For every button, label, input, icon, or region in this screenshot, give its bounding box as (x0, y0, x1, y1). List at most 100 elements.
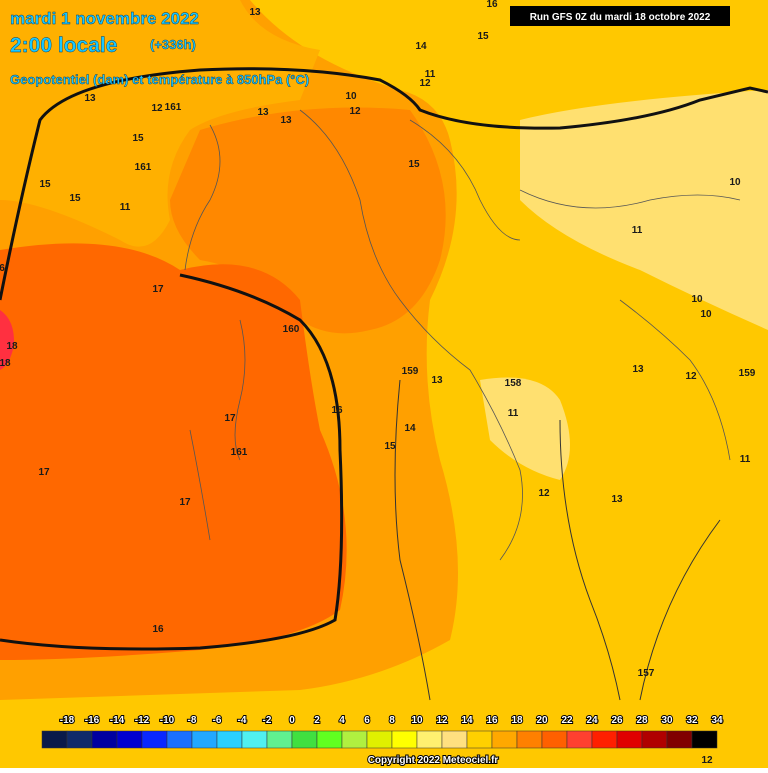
map-label: 14 (415, 41, 427, 52)
map-label: 159 (402, 366, 419, 377)
map-label: 17 (38, 467, 50, 478)
map-label: 13 (84, 93, 96, 104)
colorbar-swatch (491, 730, 518, 749)
colorbar-swatch (141, 730, 168, 749)
map-label: 13 (249, 7, 261, 18)
contour (394, 379, 721, 701)
colorbar-swatch (541, 730, 568, 749)
map-label: 11 (120, 202, 131, 213)
map-label: 10 (700, 309, 712, 320)
map-label: 12 (151, 103, 163, 114)
map-label: 11 (740, 454, 751, 465)
colorbar-label: 32 (686, 715, 698, 726)
colorbar-label: 26 (611, 715, 623, 726)
colorbar-label: 16 (486, 715, 498, 726)
map-label: 13 (632, 364, 644, 375)
colorbar-label: 14 (461, 715, 473, 726)
colorbar-swatch (241, 730, 268, 749)
colorbar-swatch (291, 730, 318, 749)
map-label: 13 (611, 494, 623, 505)
colorbar-swatch (616, 730, 643, 749)
colorbar-label: 10 (411, 715, 423, 726)
map-label: 12 (538, 488, 550, 499)
colorbar-label: -8 (188, 715, 197, 726)
colorbar-label: 12 (436, 715, 448, 726)
colorbar-label: 22 (561, 715, 573, 726)
map-lead: (+336h) (150, 37, 196, 52)
hot-zone (0, 243, 347, 661)
colorbar-label: 18 (511, 715, 523, 726)
colorbar: -18 -16 -14 -12 -10 -8 -6 -4 -2 0 2 4 6 8 10 12 14 16 18 20… (41, 714, 724, 749)
map-label: 15 (408, 159, 420, 170)
cool-zone (520, 90, 768, 330)
colorbar-swatch (341, 730, 368, 749)
colorbar-label: -6 (213, 715, 222, 726)
map-label: 13 (280, 115, 292, 126)
map-label: 11 (508, 408, 519, 419)
map-label: 17 (152, 284, 164, 295)
colorbar-swatch (366, 730, 393, 749)
colorbar-swatch (66, 730, 93, 749)
map-label: 161 (231, 447, 248, 458)
copyright: Copyright 2022 Meteociel.fr (368, 755, 499, 766)
map-label: 15 (384, 441, 396, 452)
colorbar-swatch (591, 730, 618, 749)
map-label: 17 (179, 497, 191, 508)
map-label: 15 (132, 133, 144, 144)
colorbar-label: 2 (314, 715, 320, 726)
map-label: 158 (505, 378, 522, 389)
map-label: 12 (685, 371, 697, 382)
map-label: 12 (701, 755, 713, 766)
map-label: 12 (349, 106, 361, 117)
colorbar-swatch (216, 730, 243, 749)
map-label: 16 (331, 405, 343, 416)
map-time: 2:00 locale (10, 34, 117, 57)
map-label: 18 (6, 341, 18, 352)
colorbar-swatch (391, 730, 418, 749)
map-label: 17 (224, 413, 236, 424)
colorbar-label: 24 (586, 715, 598, 726)
colorbar-swatch (466, 730, 493, 749)
colorbar-label: 4 (339, 715, 345, 726)
map-label: 10 (691, 294, 703, 305)
mild-zone (0, 0, 320, 247)
colorbar-label: 34 (711, 715, 723, 726)
map-label: 6 (0, 263, 5, 274)
colorbar-swatch (441, 730, 468, 749)
map-label: 18 (0, 358, 11, 369)
cool-zone (480, 377, 570, 480)
colorbar-swatch (91, 730, 118, 749)
colorbar-label: -4 (238, 715, 247, 726)
map-label: 157 (638, 668, 655, 679)
colorbar-label: 30 (661, 715, 673, 726)
colorbar-swatch (266, 730, 293, 749)
map-label: 15 (477, 31, 489, 42)
colorbar-label: -16 (85, 715, 100, 726)
colorbar-label: -2 (263, 715, 272, 726)
run-info: Run GFS 0Z du mardi 18 octobre 2022 (530, 12, 711, 23)
colorbar-label: 28 (636, 715, 648, 726)
contour (0, 273, 344, 651)
map-label: 13 (431, 375, 443, 386)
colorbar-label: 20 (536, 715, 548, 726)
map-label: 159 (739, 368, 756, 379)
colorbar-label: -10 (160, 715, 175, 726)
map-label: 16 (486, 0, 498, 10)
borders (184, 109, 741, 561)
map-label: 11 (632, 225, 643, 236)
colorbar-swatch (566, 730, 593, 749)
contour (0, 67, 768, 301)
map-subtitle: Geopotentiel (dam) et température à 850h… (10, 72, 309, 87)
colorbar-swatch (666, 730, 693, 749)
map-label: 15 (39, 179, 51, 190)
warm-zone (170, 107, 446, 334)
map-label: 10 (729, 177, 741, 188)
colorbar-swatch (41, 730, 68, 749)
map-label: 161 (165, 102, 182, 113)
colorbar-swatch (416, 730, 443, 749)
colorbar-label: 6 (364, 715, 370, 726)
map-label: 12 (419, 78, 431, 89)
colorbar-label: -18 (60, 715, 75, 726)
map-label: 14 (404, 423, 416, 434)
colorbar-label: 0 (289, 715, 295, 726)
